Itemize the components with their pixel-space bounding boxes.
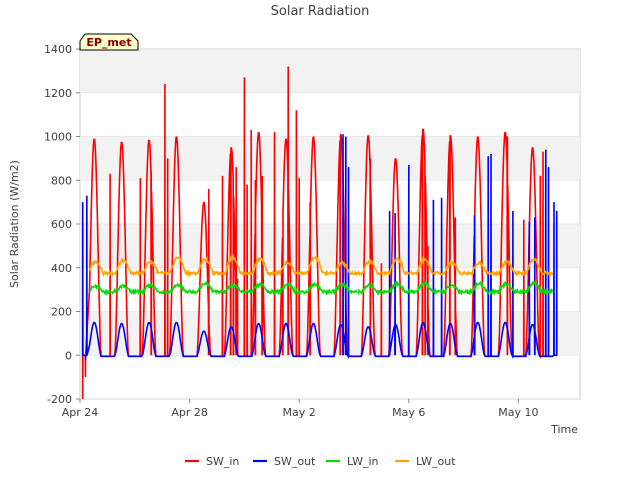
series-layer bbox=[81, 66, 558, 400]
x-tick-label: Apr 28 bbox=[171, 406, 208, 419]
series-line-lw-out bbox=[88, 253, 554, 278]
grid-band bbox=[80, 136, 580, 181]
grid-band bbox=[80, 224, 580, 268]
chart-title: Solar Radiation bbox=[271, 4, 370, 19]
y-tick-label: 1200 bbox=[44, 87, 72, 100]
y-tick-label: -200 bbox=[47, 393, 72, 406]
legend-label: SW_in bbox=[206, 455, 239, 468]
legend: SW_in SW_out LW_in LW_out bbox=[185, 455, 456, 468]
series-line-lw-in bbox=[88, 279, 554, 297]
y-axis-label: Solar Radiation (W/m2) bbox=[8, 160, 21, 288]
y-axis: -200 0 200 400 600 800 1000 1200 1400 bbox=[44, 43, 80, 406]
grid-band bbox=[80, 49, 580, 93]
legend-item-lw-out: LW_out bbox=[395, 455, 456, 468]
plot-area bbox=[79, 48, 581, 400]
x-tick-label: May 6 bbox=[392, 406, 425, 419]
y-tick-label: 1000 bbox=[44, 131, 72, 144]
y-tick-label: 400 bbox=[51, 262, 72, 275]
legend-item-sw-out: SW_out bbox=[253, 455, 316, 468]
x-axis-label: Time bbox=[550, 423, 578, 436]
y-tick-label: 800 bbox=[51, 174, 72, 187]
grid-band bbox=[80, 311, 580, 356]
legend-item-sw-in: SW_in bbox=[185, 455, 239, 468]
badge-label: EP_met bbox=[86, 36, 131, 49]
y-tick-label: 0 bbox=[65, 349, 72, 362]
x-tick-label: May 2 bbox=[283, 406, 316, 419]
series-line-sw-out bbox=[81, 134, 558, 360]
x-tick-label: May 10 bbox=[498, 406, 538, 419]
y-tick-label: 200 bbox=[51, 306, 72, 319]
y-tick-label: 1400 bbox=[44, 43, 72, 56]
x-axis: Apr 24 Apr 28 May 2 May 6 May 10 bbox=[62, 399, 538, 419]
legend-label: SW_out bbox=[274, 455, 316, 468]
y-tick-label: 600 bbox=[51, 218, 72, 231]
x-tick-label: Apr 24 bbox=[62, 406, 99, 419]
legend-label: LW_in bbox=[347, 455, 379, 468]
ep-met-badge: EP_met bbox=[79, 33, 139, 51]
legend-item-lw-in: LW_in bbox=[326, 455, 379, 468]
legend-label: LW_out bbox=[416, 455, 456, 468]
